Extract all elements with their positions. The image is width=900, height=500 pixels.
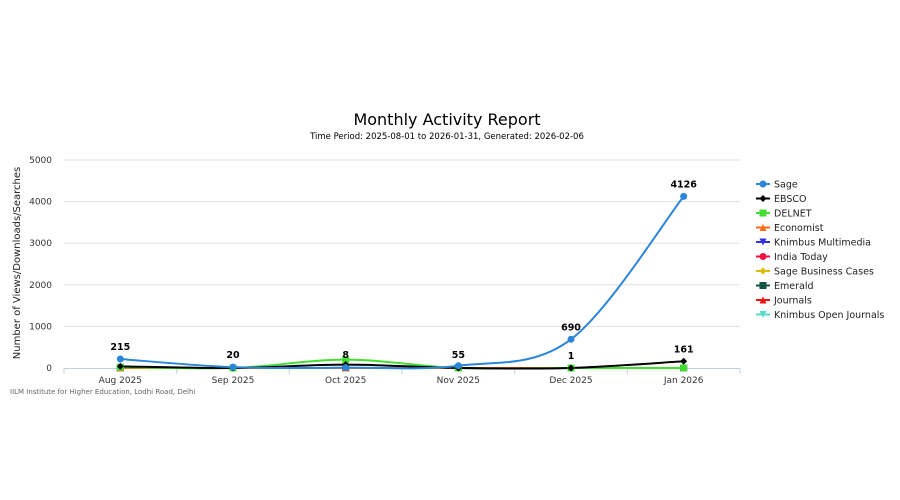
x-tick-label: Jan 2026 (663, 376, 704, 386)
data-point-ebsco (567, 364, 575, 372)
y-tick-label: 4000 (29, 198, 52, 208)
data-label: 161 (674, 344, 694, 355)
legend-marker-india-today (759, 253, 767, 260)
legend-item-economist[interactable]: Economist (774, 223, 824, 234)
data-point-ebsco (680, 357, 688, 365)
series-line-sage (120, 195, 685, 370)
x-tick-label: Sep 2025 (212, 376, 255, 386)
data-point-ebsco (116, 362, 124, 370)
data-point-sage (342, 364, 350, 372)
series-line-ebsco (120, 360, 684, 370)
legend-item-knimbus-open-journals[interactable]: Knimbus Open Journals (774, 310, 884, 321)
data-label: 8 (342, 350, 349, 361)
y-tick-label: 1000 (29, 322, 52, 332)
data-label: 55 (452, 350, 465, 361)
y-axis-label: Number of Views/Downloads/Searches (12, 167, 23, 359)
x-tick-label: Dec 2025 (549, 376, 592, 386)
legend-marker-journals (759, 296, 767, 304)
legend-item-india-today[interactable]: India Today (774, 252, 828, 263)
data-point-delnet (342, 356, 350, 364)
x-tick-label: Oct 2025 (325, 376, 366, 386)
legend-item-knimbus-multimedia[interactable]: Knimbus Multimedia (774, 238, 871, 249)
credits: IILM Institute for Higher Education, Lod… (10, 388, 195, 396)
data-label: 215 (110, 342, 130, 353)
data-label: 4126 (670, 179, 697, 190)
y-tick-label: 3000 (29, 239, 52, 249)
legend-marker-sage-business-cases (759, 267, 767, 275)
data-point-sage (116, 355, 124, 363)
legend-item-sage[interactable]: Sage (774, 180, 798, 191)
legend-marker-economist (759, 224, 767, 231)
data-label: 690 (561, 322, 581, 333)
data-point-sage (454, 362, 462, 370)
legend-item-delnet[interactable]: DELNET (774, 209, 812, 220)
data-label: 1 (568, 351, 575, 362)
legend-item-emerald[interactable]: Emerald (774, 281, 814, 292)
legend-item-journals[interactable]: Journals (773, 296, 812, 307)
y-tick-label: 5000 (29, 156, 52, 166)
y-tick-label: 2000 (29, 281, 52, 291)
chart-title: Monthly Activity Report (353, 110, 540, 129)
data-point-delnet (680, 364, 688, 372)
legend-marker-delnet (759, 209, 767, 217)
legend-marker-ebsco (759, 195, 767, 202)
chart-subtitle: Time Period: 2025-08-01 to 2026-01-31, G… (309, 132, 584, 142)
legend-item-ebsco[interactable]: EBSCO (774, 194, 807, 205)
legend-marker-sage (759, 180, 767, 188)
legend-marker-knimbus-open-journals (759, 311, 767, 318)
data-point-sage (229, 363, 237, 371)
x-tick-label: Aug 2025 (99, 376, 142, 386)
x-tick-label: Nov 2025 (437, 376, 480, 386)
legend-marker-emerald (759, 282, 767, 289)
legend-item-sage-business-cases[interactable]: Sage Business Cases (774, 267, 874, 278)
data-label: 20 (226, 350, 240, 361)
legend-marker-knimbus-multimedia (759, 238, 767, 246)
data-point-sage (567, 335, 575, 343)
y-tick-label: 0 (46, 364, 52, 374)
data-point-sage (680, 192, 688, 200)
